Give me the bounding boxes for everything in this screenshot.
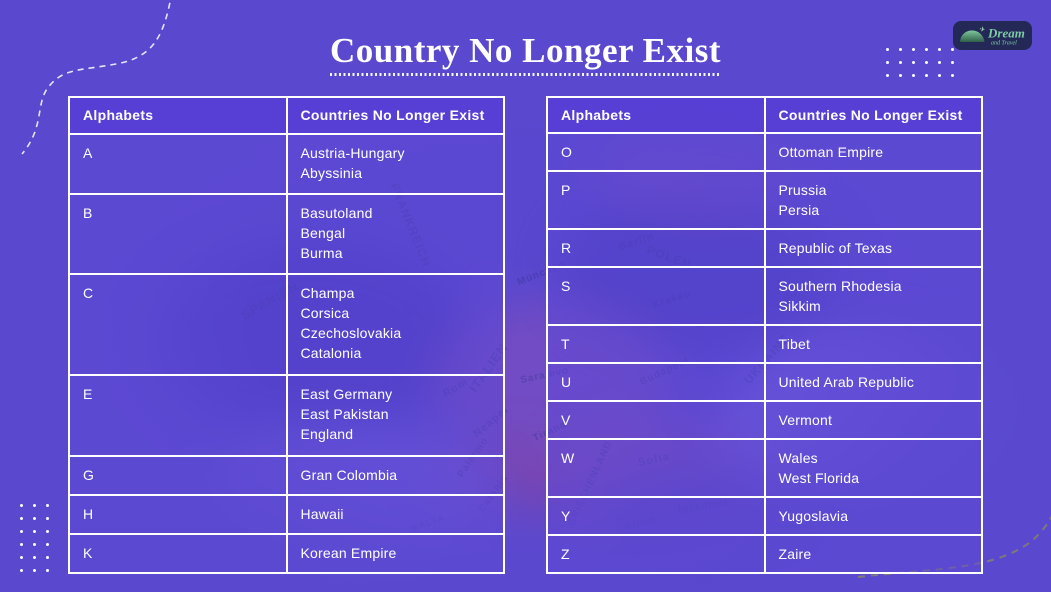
countries-cell: United Arab Republic: [763, 362, 983, 402]
alphabet-cell: Z: [546, 534, 766, 574]
country-line: Hawaii: [300, 505, 344, 522]
table-row: G Gran Colombia: [68, 454, 505, 496]
countries-cell: Tibet: [763, 324, 983, 364]
country-line: Champa: [300, 285, 355, 302]
countries-cell: Austria-Hungary Abyssinia: [285, 133, 505, 195]
table-row: U United Arab Republic: [546, 362, 983, 402]
country-line: Czechoslovakia: [300, 325, 402, 342]
countries-header: Countries No Longer Exist: [285, 95, 505, 136]
logo-subtext: and Travel: [991, 41, 1017, 47]
country-line: Basutoland: [300, 204, 373, 221]
countries-cell: Ottoman Empire: [763, 132, 983, 172]
alphabet-cell: P: [546, 170, 766, 230]
alphabet-cell: R: [546, 228, 766, 268]
alphabet-cell: S: [546, 266, 766, 326]
country-line: Republic of Texas: [778, 240, 893, 256]
countries-header: Countries No Longer Exist: [763, 96, 983, 134]
country-line: Bengal: [300, 224, 346, 241]
country-line: Korean Empire: [300, 544, 397, 561]
table-row: E East Germany East Pakistan England: [68, 374, 505, 457]
countries-cell: Prussia Persia: [763, 170, 983, 230]
table-header-row: Alphabets Countries No Longer Exist: [68, 95, 505, 136]
countries-cell: Korean Empire: [285, 532, 505, 575]
tables-container: Alphabets Countries No Longer Exist A Austr…: [68, 95, 983, 575]
country-line: Gran Colombia: [300, 466, 398, 483]
country-line: Persia: [778, 202, 820, 218]
countries-cell: Wales West Florida: [763, 438, 983, 498]
alphabet-cell: U: [546, 362, 766, 402]
country-line: Ottoman Empire: [778, 144, 884, 160]
country-table-right: Alphabets Countries No Longer Exist O Ottom…: [546, 96, 983, 574]
table-row: V Vermont: [546, 400, 983, 440]
alphabets-header: Alphabets: [68, 95, 288, 136]
alphabet-cell: G: [68, 454, 288, 496]
dot-grid-top-right: [881, 43, 959, 82]
page-title: Country No Longer Exist: [329, 31, 721, 76]
country-table-left: Alphabets Countries No Longer Exist A Austr…: [68, 95, 505, 575]
alphabet-cell: H: [68, 493, 288, 535]
country-line: Wales: [778, 450, 818, 466]
countries-cell: Vermont: [763, 400, 983, 440]
brand-logo: ✈ Dream and Travel: [953, 21, 1032, 50]
country-line: Burma: [300, 244, 343, 261]
table-row: H Hawaii: [68, 493, 505, 535]
table-row: Y Yugoslavia: [546, 496, 983, 536]
country-line: England: [300, 426, 354, 443]
country-line: Corsica: [300, 305, 350, 322]
logo-name: Dream: [987, 26, 1025, 41]
country-line: Yugoslavia: [778, 508, 849, 524]
countries-cell: Basutoland Bengal Burma: [285, 192, 505, 276]
countries-cell: Champa Corsica Czechoslovakia Catalonia: [285, 273, 505, 377]
table-row: R Republic of Texas: [546, 228, 983, 268]
countries-cell: Republic of Texas: [763, 228, 983, 268]
countries-cell: Southern Rhodesia Sikkim: [763, 266, 983, 326]
alphabets-header: Alphabets: [546, 96, 766, 134]
alphabet-cell: O: [546, 132, 766, 172]
alphabet-cell: K: [68, 532, 288, 575]
country-line: West Florida: [778, 470, 860, 486]
alphabet-cell: V: [546, 400, 766, 440]
logo-box: [953, 21, 1032, 50]
country-line: Vermont: [778, 412, 833, 428]
country-line: Zaire: [778, 546, 812, 562]
country-line: Prussia: [778, 182, 827, 198]
countries-cell: Gran Colombia: [285, 454, 505, 496]
country-line: Southern Rhodesia: [778, 278, 902, 294]
dot-grid-bottom-left: [15, 499, 54, 577]
country-line: Austria-Hungary: [300, 145, 405, 162]
plane-icon: ✈: [979, 26, 986, 34]
countries-cell: Hawaii: [285, 493, 505, 535]
table-header-row: Alphabets Countries No Longer Exist: [546, 96, 983, 134]
table-row: K Korean Empire: [68, 532, 505, 575]
countries-cell: Yugoslavia: [763, 496, 983, 536]
country-line: United Arab Republic: [778, 374, 915, 390]
country-line: Catalonia: [300, 345, 362, 362]
country-line: East Germany: [300, 386, 393, 403]
alphabet-cell: A: [68, 133, 288, 195]
country-line: Sikkim: [778, 298, 821, 314]
table-row: Z Zaire: [546, 534, 983, 574]
countries-cell: East Germany East Pakistan England: [285, 374, 505, 457]
country-line: Tibet: [778, 336, 811, 352]
alphabet-cell: Y: [546, 496, 766, 536]
cloud-icon: [960, 30, 985, 42]
title-area: Country No Longer Exist: [0, 31, 1051, 76]
table-row: A Austria-Hungary Abyssinia: [68, 133, 505, 195]
alphabet-cell: W: [546, 438, 766, 498]
alphabet-cell: C: [68, 273, 288, 377]
alphabet-cell: E: [68, 374, 288, 457]
countries-cell: Zaire: [763, 534, 983, 574]
table-row: S Southern Rhodesia Sikkim: [546, 266, 983, 326]
table-row: O Ottoman Empire: [546, 132, 983, 172]
country-line: Abyssinia: [300, 165, 363, 182]
table-row: B Basutoland Bengal Burma: [68, 192, 505, 276]
country-line: East Pakistan: [300, 406, 389, 423]
table-row: T Tibet: [546, 324, 983, 364]
table-row: C Champa Corsica Czechoslovakia Catalonia: [68, 273, 505, 377]
table-row: W Wales West Florida: [546, 438, 983, 498]
alphabet-cell: T: [546, 324, 766, 364]
alphabet-cell: B: [68, 192, 288, 276]
table-row: P Prussia Persia: [546, 170, 983, 230]
